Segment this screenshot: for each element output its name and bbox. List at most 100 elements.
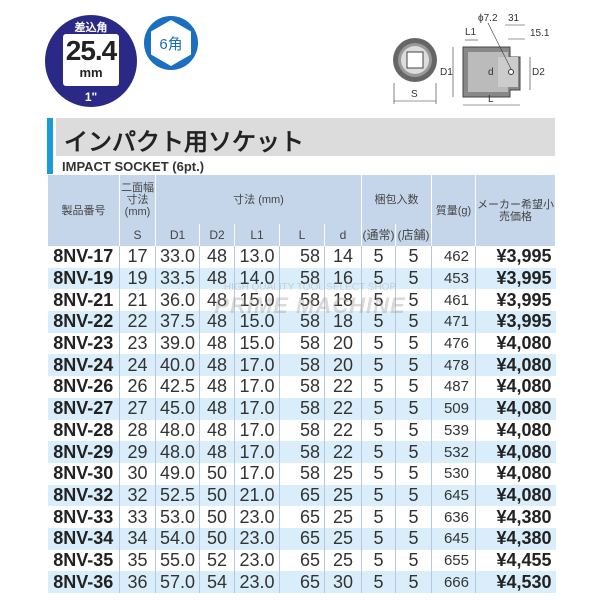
socket-side-view-icon <box>452 22 531 106</box>
cell-l1: 21.0 <box>234 484 280 507</box>
cell-d2: 48 <box>199 419 235 442</box>
cell-s: 29 <box>119 441 156 463</box>
dim-phi: ϕ7.2 <box>478 13 498 24</box>
cell-d1: 48.0 <box>155 419 200 442</box>
cell-l: 58 <box>279 376 325 398</box>
cell-pack-normal: 5 <box>361 246 396 268</box>
cell-s: 27 <box>119 397 156 420</box>
cell-part-no: 8NV-32 <box>47 484 120 507</box>
cell-d2: 50 <box>199 506 235 528</box>
cell-price: ¥4,380 <box>475 506 556 528</box>
cell-mass: 666 <box>431 571 476 593</box>
cell-d: 25 <box>324 462 362 485</box>
subheader-0: S <box>119 224 156 246</box>
cell-d1: 57.0 <box>155 571 200 593</box>
cell-d: 14 <box>324 246 362 268</box>
cell-l: 58 <box>279 311 325 333</box>
cell-mass: 655 <box>431 549 476 572</box>
cell-l: 58 <box>279 441 325 463</box>
cell-d2: 48 <box>199 267 235 290</box>
cell-d1: 36.0 <box>155 289 200 312</box>
table-row: 8NV-19 19 33.5 48 14.0 58 16 5 5 453 ¥3,995 <box>47 267 556 290</box>
cell-price: ¥4,530 <box>475 571 556 593</box>
cell-d1: 33.0 <box>155 246 200 268</box>
cell-d1: 37.5 <box>155 311 200 333</box>
cell-l: 65 <box>279 527 325 550</box>
cell-part-no: 8NV-27 <box>47 397 120 420</box>
cell-pack-store: 5 <box>395 376 432 398</box>
cell-l1: 15.0 <box>234 332 280 355</box>
cell-d1: 48.0 <box>155 441 200 463</box>
cell-part-no: 8NV-28 <box>53 419 114 440</box>
cell-d1: 49.0 <box>155 462 200 485</box>
cell-price: ¥3,995 <box>475 289 556 312</box>
cell-d1: 42.5 <box>155 376 200 398</box>
cell-l1: 14.0 <box>234 267 280 290</box>
subheader-7: (店舗) <box>395 224 432 246</box>
cell-d2: 48 <box>199 441 235 463</box>
cell-l1: 17.0 <box>234 462 280 485</box>
cell-pack-store: 5 <box>395 289 432 312</box>
cell-pack-store: 5 <box>395 571 432 593</box>
dim-D1: D1 <box>440 67 453 78</box>
dim-31: 31 <box>508 13 520 24</box>
cell-d1: 40.0 <box>155 354 200 377</box>
cell-l: 58 <box>279 354 325 377</box>
cell-s: 28 <box>119 419 156 442</box>
cell-l1: 13.0 <box>234 246 280 268</box>
cell-price: ¥4,455 <box>475 549 556 572</box>
cell-pack-store: 5 <box>395 267 432 290</box>
cell-price: ¥4,380 <box>475 527 556 550</box>
cell-mass: 461 <box>431 289 476 312</box>
cell-d: 16 <box>324 267 362 290</box>
cell-pack-normal: 5 <box>361 484 396 507</box>
cell-pack-normal: 5 <box>361 289 396 312</box>
subheader-1: D1 <box>155 224 200 246</box>
cell-d: 30 <box>324 571 362 593</box>
header-width: 二面幅寸法(mm) <box>119 175 156 224</box>
cell-pack-store: 5 <box>395 419 432 442</box>
page-title: インパクト用ソケット <box>64 129 304 156</box>
cell-d: 25 <box>324 506 362 528</box>
cell-l1: 23.0 <box>234 527 280 550</box>
cell-pack-store: 5 <box>395 506 432 528</box>
cell-d: 22 <box>324 376 362 398</box>
cell-pack-normal: 5 <box>361 441 396 463</box>
cell-price: ¥3,995 <box>475 311 556 333</box>
cell-s: 19 <box>119 267 156 290</box>
cell-mass: 539 <box>431 419 476 442</box>
cell-pack-store: 5 <box>395 354 432 377</box>
cell-d1: 54.0 <box>155 527 200 550</box>
cell-mass: 532 <box>431 441 476 463</box>
cell-d2: 48 <box>199 397 235 420</box>
badge-label: 差込角 <box>74 22 108 34</box>
cell-price: ¥4,080 <box>475 376 556 398</box>
cell-s: 23 <box>119 332 156 355</box>
cell-pack-store: 5 <box>395 549 432 572</box>
cell-l1: 17.0 <box>234 354 280 377</box>
cell-s: 34 <box>119 527 156 550</box>
cell-pack-store: 5 <box>395 484 432 507</box>
subheader-3: L1 <box>234 224 280 246</box>
cell-mass: 645 <box>431 527 476 550</box>
dim-S: S <box>411 89 418 100</box>
header-dims: 寸法 (mm) <box>155 175 362 224</box>
cell-l: 65 <box>279 484 325 507</box>
cell-pack-normal: 5 <box>361 397 396 420</box>
cell-d: 22 <box>324 441 362 463</box>
table-row: 8NV-23 23 39.0 48 15.0 58 20 5 5 476 ¥4,080 <box>48 332 556 355</box>
table-row: 8NV-26 26 42.5 48 17.0 58 22 5 5 487 ¥4,080 <box>48 376 556 398</box>
cell-s: 36 <box>119 571 156 593</box>
cell-s: 26 <box>119 376 156 398</box>
cell-part-no: 8NV-34 <box>47 527 120 550</box>
header-pack: 梱包入数 <box>361 175 432 224</box>
cell-pack-store: 5 <box>395 527 432 550</box>
cell-l: 58 <box>279 246 325 268</box>
cell-pack-normal: 5 <box>361 332 396 355</box>
cell-pack-normal: 5 <box>361 462 396 485</box>
cell-pack-normal: 5 <box>361 376 396 398</box>
cell-s: 30 <box>119 462 156 485</box>
cell-l1: 17.0 <box>234 441 280 463</box>
cell-part-no: 8NV-24 <box>47 354 120 377</box>
header-price: メーカー希望小売価格 <box>475 175 556 246</box>
